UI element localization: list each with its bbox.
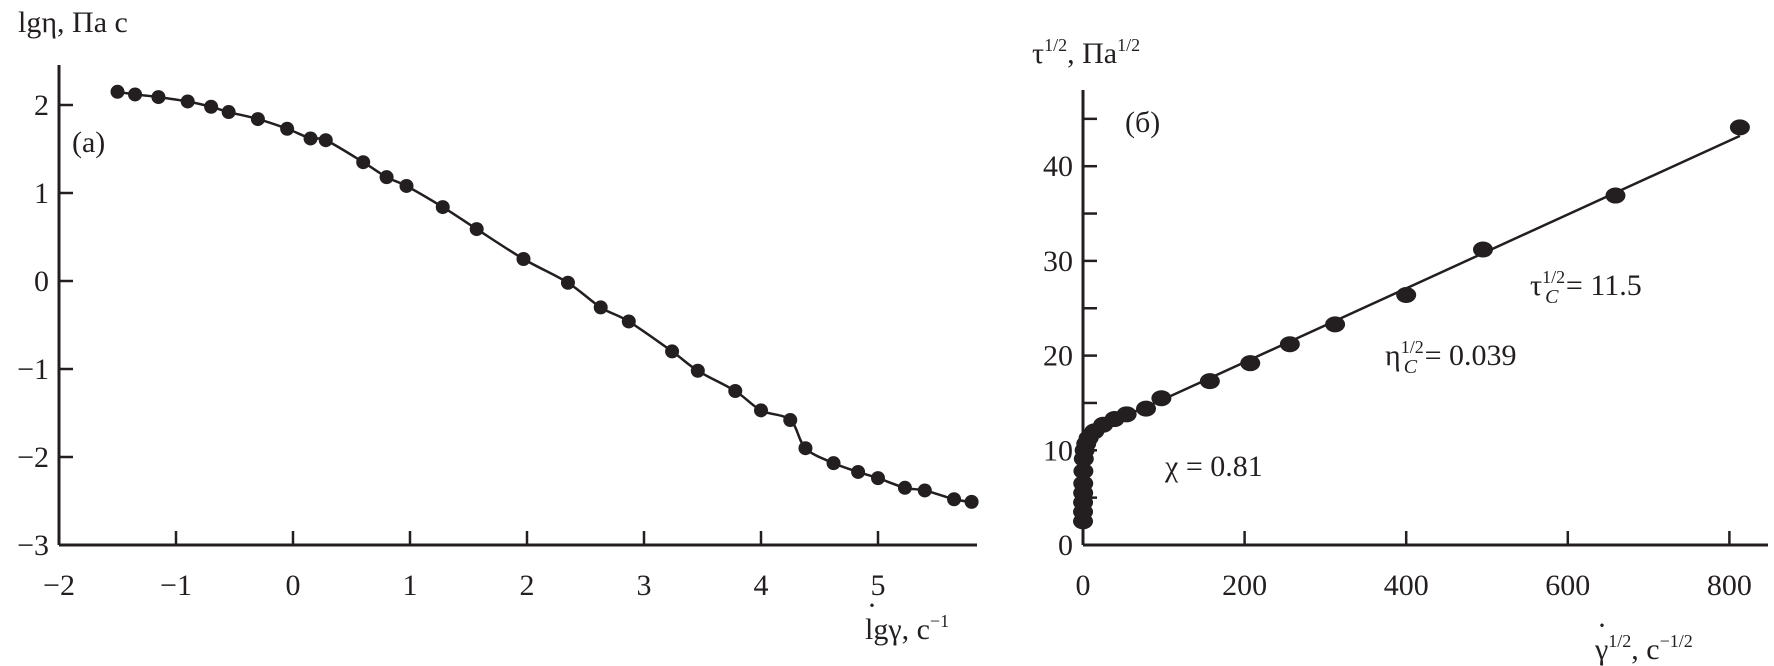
left-data-point — [897, 480, 912, 495]
left-data-point — [280, 121, 295, 136]
left-data-point — [221, 105, 236, 120]
left-data-point — [516, 252, 531, 266]
left-data-point — [690, 363, 705, 378]
left-x-tick-label: 4 — [754, 569, 769, 602]
right-data-point — [1325, 316, 1346, 333]
left-y-tick-label: 2 — [34, 89, 49, 122]
left-x-tick-label: −1 — [160, 569, 192, 602]
left-data-point — [871, 471, 885, 486]
right-y-tick-label: 30 — [1043, 245, 1073, 278]
right-data-point — [1151, 390, 1172, 407]
left-x-tick-label: 3 — [637, 569, 652, 602]
left-y-tick-label: 1 — [34, 177, 49, 210]
left-y-tick-label: 0 — [34, 265, 49, 298]
left-data-point — [826, 456, 841, 471]
right-panel-label: (б) — [1125, 106, 1161, 139]
right-x-axis-label: γ1/2, с−1/2 — [1595, 632, 1693, 665]
left-data-point — [947, 492, 962, 507]
left-data-point — [728, 384, 743, 398]
left-x-tick-label: −2 — [43, 569, 75, 602]
left-y-tick-label: −3 — [17, 529, 49, 562]
left-data-point — [560, 275, 575, 290]
left-x-tick-label: 0 — [286, 569, 301, 602]
right-data-point — [1073, 475, 1094, 492]
annotation-tau-c: τ1/2C = 11.5 — [1530, 267, 1642, 308]
right-data-point — [1199, 373, 1220, 390]
left-x-axis-label: lgγ, с−1 — [865, 612, 949, 645]
left-data-point — [128, 87, 143, 102]
right-data-point — [1073, 463, 1094, 480]
left-data-point — [783, 413, 798, 428]
right-y-axis-label: τ1/2, Па1/2 — [1032, 35, 1141, 70]
left-data-point — [593, 300, 608, 315]
left-data-point — [379, 170, 394, 185]
right-y-tick-label: 40 — [1043, 150, 1073, 183]
right-x-tick-label: 200 — [1222, 569, 1267, 602]
left-data-point — [754, 403, 768, 418]
left-panel-label: (а) — [72, 126, 106, 159]
left-data-point — [621, 314, 636, 329]
right-x-tick-label: 600 — [1545, 569, 1590, 602]
left-data-point — [798, 441, 813, 456]
left-data-point — [917, 483, 932, 498]
left-data-point — [180, 94, 195, 109]
left-data-point — [469, 222, 484, 237]
right-x-tick-label: 800 — [1707, 569, 1752, 602]
left-data-point — [435, 200, 450, 215]
right-data-point — [1136, 400, 1157, 417]
left-y-axis-label: lgη, Па с — [18, 6, 128, 39]
right-data-point — [1116, 406, 1137, 423]
left-data-point — [851, 464, 866, 479]
right-y-tick-label: 10 — [1043, 434, 1073, 467]
left-data-point — [303, 131, 318, 146]
right-data-point — [1729, 119, 1750, 136]
right-data-point — [1240, 355, 1261, 372]
left-data-point — [964, 494, 979, 509]
right-data-point — [1472, 241, 1493, 258]
left-data-point — [399, 178, 414, 193]
left-fit-line — [117, 90, 972, 504]
right-data-point — [1396, 286, 1417, 303]
right-data-point — [1605, 187, 1626, 204]
right-data-point — [1279, 336, 1300, 353]
left-data-point — [110, 84, 125, 99]
right-y-tick-label: 20 — [1043, 340, 1073, 373]
left-y-tick-label: −1 — [17, 353, 49, 386]
left-x-tick-label: 2 — [520, 569, 535, 602]
annotation-chi: χ = 0.81 — [1165, 450, 1263, 483]
left-data-point — [665, 344, 680, 359]
annotation-eta-c: η1/2C = 0.039 — [1385, 337, 1517, 378]
left-data-point — [250, 112, 265, 127]
left-data-point — [318, 133, 333, 148]
left-y-tick-label: −2 — [17, 441, 49, 474]
left-x-tick-label: 1 — [403, 569, 418, 602]
left-data-point — [204, 99, 219, 114]
left-data-point — [151, 90, 166, 105]
right-x-tick-label: 400 — [1384, 569, 1429, 602]
right-x-tick-label: 0 — [1076, 569, 1091, 602]
right-y-tick-label: 0 — [1058, 529, 1073, 562]
left-data-point — [356, 155, 371, 170]
